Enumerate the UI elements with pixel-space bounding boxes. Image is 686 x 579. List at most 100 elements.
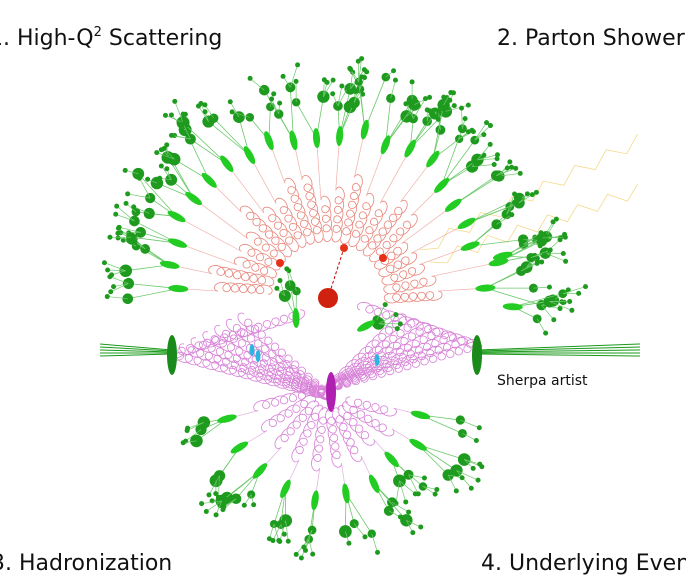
remnant: [256, 350, 261, 362]
decay-line: [354, 524, 365, 537]
decay-product: [359, 56, 364, 61]
decay-product: [183, 112, 188, 117]
gluon-line: [326, 408, 342, 467]
decay-product: [339, 84, 344, 89]
decay-product: [216, 495, 221, 500]
decay-product: [551, 219, 556, 224]
decay-product: [409, 104, 414, 109]
diagram-graphics: [100, 56, 640, 560]
decay-product: [346, 541, 351, 546]
gluon-line: [321, 196, 332, 241]
hadron: [198, 416, 210, 428]
cluster: [310, 490, 320, 511]
cluster: [292, 308, 300, 328]
decay-product: [204, 509, 209, 514]
decay-product: [563, 259, 568, 264]
decay-product: [393, 312, 398, 317]
gluon-line: [343, 402, 394, 436]
cluster: [443, 197, 463, 215]
event-diagram: 1. High-Q2 Scattering 2. Parton Shower 3…: [0, 0, 686, 579]
hadron: [129, 216, 140, 227]
decay-product: [228, 99, 233, 104]
cluster: [432, 176, 451, 195]
decay-product: [492, 162, 497, 167]
decay-product: [164, 166, 169, 171]
cluster: [200, 171, 219, 190]
cluster: [166, 209, 187, 225]
gluon-line: [263, 207, 298, 252]
decay-product: [363, 534, 368, 539]
decay-product: [543, 331, 548, 336]
decay-product: [530, 192, 535, 197]
decay-product: [525, 191, 530, 196]
decay-product: [294, 79, 299, 84]
decay-product: [116, 235, 121, 240]
page: {"labels": { "high_q": {"prefix": "1. Hi…: [0, 0, 686, 579]
gluon-line: [209, 266, 274, 286]
decay-product: [518, 171, 523, 176]
decay-product: [471, 466, 476, 471]
decay-product: [157, 176, 162, 181]
decay-product: [433, 492, 438, 497]
decay-product: [375, 550, 380, 555]
decay-product: [548, 248, 553, 253]
decay-product: [512, 200, 517, 205]
decay-line: [475, 123, 487, 141]
gluon-line: [332, 187, 344, 242]
decay-product: [422, 475, 427, 480]
decay-product: [185, 426, 190, 431]
decay-product: [481, 132, 486, 137]
cluster: [359, 119, 370, 140]
cluster: [216, 413, 237, 425]
cluster: [503, 303, 523, 311]
decay-product: [509, 212, 514, 217]
decay-line: [460, 420, 479, 428]
stage-label: 2. Parton Shower: [497, 26, 686, 51]
cluster: [475, 284, 495, 292]
mpi-blob: [326, 372, 336, 412]
decay-product: [406, 510, 411, 515]
decay-product: [115, 231, 120, 236]
decay-product: [113, 212, 118, 217]
decay-product: [331, 78, 336, 83]
cluster: [218, 154, 236, 174]
decay-product: [423, 96, 428, 101]
decay-line: [409, 475, 419, 494]
decay-product: [507, 159, 512, 164]
hadron: [442, 469, 453, 480]
shower-line: [432, 262, 499, 276]
cluster: [382, 450, 401, 470]
decay-product: [114, 204, 119, 209]
decay-product: [107, 235, 112, 240]
decay-product: [466, 103, 471, 108]
decay-product: [154, 150, 159, 155]
decay-product: [513, 166, 518, 171]
decay-product: [393, 78, 398, 83]
decay-product: [452, 103, 457, 108]
beam-line: [100, 354, 172, 356]
decay-product: [145, 177, 150, 182]
decay-product: [281, 74, 286, 79]
decay-product: [512, 191, 517, 196]
hadron: [145, 193, 155, 203]
decay-product: [410, 530, 415, 535]
decay-product: [102, 260, 107, 265]
decay-product: [181, 121, 186, 126]
decay-product: [539, 259, 544, 264]
decay-product: [476, 478, 481, 483]
decay-product: [230, 109, 235, 114]
hard-vertex: [379, 254, 387, 262]
decay-product: [460, 475, 465, 480]
decay-product: [488, 142, 493, 147]
decay-product: [108, 289, 113, 294]
decay-product: [454, 488, 459, 493]
decay-product: [172, 99, 177, 104]
decay-product: [251, 502, 256, 507]
decay-product: [477, 462, 482, 467]
cluster: [424, 149, 442, 169]
decay-line: [537, 319, 545, 333]
decay-product: [348, 67, 353, 72]
decay-product: [303, 548, 308, 553]
decay-product: [345, 85, 350, 90]
decay-product: [569, 308, 574, 313]
